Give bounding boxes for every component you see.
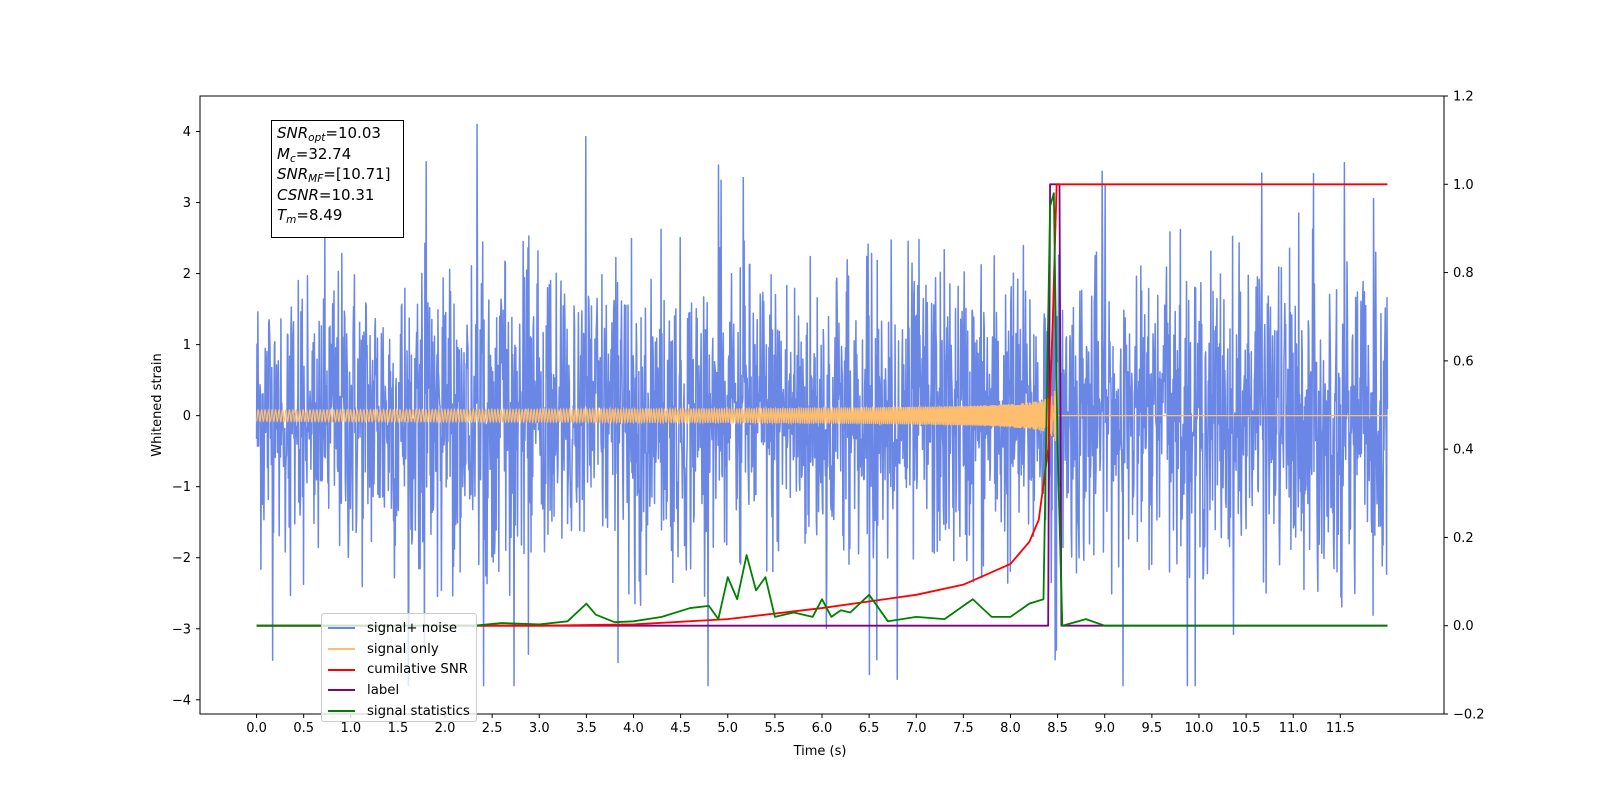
csnr-value: 10.31 xyxy=(331,185,375,204)
y-tick-label-right: 0.6 xyxy=(1453,354,1474,369)
x-tick-label: 1.5 xyxy=(388,721,409,736)
y-tick-label-left: −3 xyxy=(172,622,191,637)
x-tick-label: 11.5 xyxy=(1326,721,1355,736)
y-axis-left: −4 −3 −2 −1 0 1 2 3 4 xyxy=(172,125,200,708)
y-tick-label-left: 2 xyxy=(183,267,191,282)
snr-mf-value: [10.71] xyxy=(335,165,391,183)
series-line-cumulative-snr xyxy=(256,183,1388,627)
x-tick-label: 4.0 xyxy=(623,721,644,736)
annotation-mc: Mc=32.74 xyxy=(277,144,352,165)
legend-label-signal-statistics: signal statistics xyxy=(367,703,470,719)
legend-item-signal-only: signal only xyxy=(328,639,476,660)
y-tick-label-right: 0.2 xyxy=(1453,531,1474,546)
x-axis: 0.0 0.5 1.0 1.5 2.0 2.5 3.0 3.5 4.0 4.5 5.0 5.5 6.0 6… xyxy=(246,714,1355,736)
mc-value: 32.74 xyxy=(308,144,352,163)
y-tick-label-right: 0.8 xyxy=(1453,266,1474,281)
annotation-tm: Tm=8.49 xyxy=(277,206,343,226)
legend-swatch-cumulative-snr xyxy=(328,668,355,671)
y-tick-label-left: 3 xyxy=(183,196,191,211)
snr-opt-value: 10.03 xyxy=(337,124,381,142)
y-tick-label-right: −0.2 xyxy=(1453,708,1485,723)
x-tick-label: 0.5 xyxy=(293,721,314,736)
x-tick-label: 6.0 xyxy=(812,721,833,736)
x-tick-label: 7.5 xyxy=(953,721,974,736)
x-tick-label: 3.0 xyxy=(529,721,550,736)
annotation-snr-opt: SNRopt=10.03 xyxy=(277,124,381,144)
x-tick-label: 5.0 xyxy=(717,721,738,736)
legend-item-cumulative-snr: cumilative SNR xyxy=(328,659,476,680)
legend-item-signal-statistics: signal statistics xyxy=(328,701,476,722)
y-axis-right: −0.2 0.0 0.2 0.4 0.6 0.8 1.0 1.2 xyxy=(1444,90,1485,723)
legend-item-signal-noise: signal+ noise xyxy=(328,618,476,639)
legend: signal+ noise signal only cumilative SNR… xyxy=(321,613,477,722)
legend-item-label: label xyxy=(328,680,476,701)
y-tick-label-right: 0.0 xyxy=(1453,619,1474,634)
legend-label-cumulative-snr: cumilative SNR xyxy=(367,662,469,678)
x-tick-label: 5.5 xyxy=(765,721,786,736)
x-tick-label: 10.5 xyxy=(1232,721,1261,736)
x-tick-label: 9.5 xyxy=(1142,721,1163,736)
annotation-snr-mf: SNRMF=[10.71] xyxy=(277,165,391,185)
annotation-csnr: CSNR=10.31 xyxy=(277,185,375,204)
x-tick-label: 9.0 xyxy=(1094,721,1115,736)
legend-swatch-signal-statistics xyxy=(328,710,355,713)
series-line-signal-statistics xyxy=(256,192,1388,627)
x-tick-label: 7.0 xyxy=(906,721,927,736)
y-tick-label-left: −2 xyxy=(172,551,191,566)
y-tick-label-left: 4 xyxy=(183,125,191,140)
x-axis-label: Time (s) xyxy=(793,744,847,759)
x-tick-label: 6.5 xyxy=(859,721,880,736)
y-tick-label-right: 0.4 xyxy=(1453,443,1474,458)
series-line-signal-noise xyxy=(255,123,1389,687)
x-tick-label: 4.5 xyxy=(670,721,691,736)
x-tick-label: 0.0 xyxy=(246,721,267,736)
y-tick-label-left: 0 xyxy=(183,409,191,424)
legend-swatch-signal-noise xyxy=(328,627,355,630)
annotation-box: SNRopt=10.03 Mc=32.74 SNRMF=[10.71] CSNR… xyxy=(271,120,404,238)
x-tick-label: 11.0 xyxy=(1279,721,1308,736)
x-tick-label: 2.5 xyxy=(482,721,503,736)
series-layer xyxy=(255,123,1389,687)
legend-label-signal-only: signal only xyxy=(367,641,439,657)
y-tick-label-left: 1 xyxy=(183,338,191,353)
x-tick-label: 10.0 xyxy=(1184,721,1213,736)
x-tick-label: 8.5 xyxy=(1047,721,1068,736)
legend-swatch-signal-only xyxy=(328,648,355,651)
x-tick-label: 3.5 xyxy=(576,721,597,736)
y-tick-label-left: −4 xyxy=(172,693,191,708)
legend-label-signal-noise: signal+ noise xyxy=(367,620,458,636)
x-tick-label: 2.0 xyxy=(435,721,456,736)
x-tick-label: 8.0 xyxy=(1000,721,1021,736)
legend-label-label: label xyxy=(367,682,400,698)
y-tick-label-left: −1 xyxy=(172,480,191,495)
x-tick-label: 1.0 xyxy=(340,721,361,736)
tm-value: 8.49 xyxy=(308,206,343,224)
series-line-signal-only xyxy=(255,377,1388,442)
y-tick-label-right: 1.2 xyxy=(1453,90,1474,105)
y-axis-label: Whitened strain xyxy=(150,353,165,456)
y-tick-label-right: 1.0 xyxy=(1453,178,1474,193)
legend-swatch-label xyxy=(328,689,355,692)
